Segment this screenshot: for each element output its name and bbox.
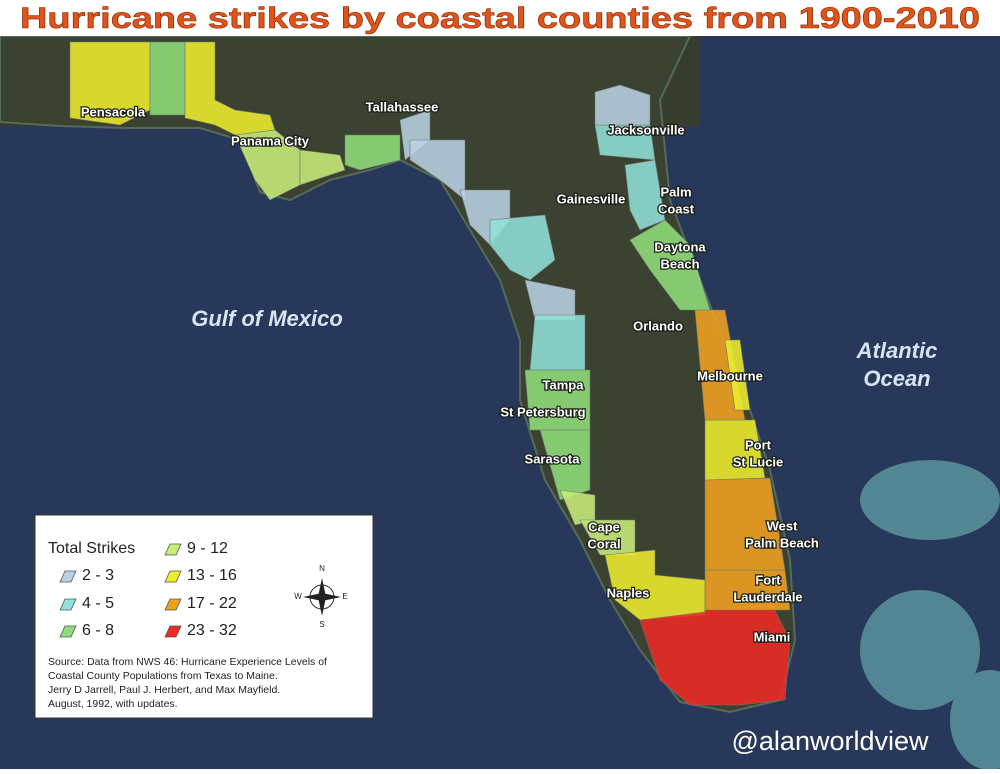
county	[69, 41, 151, 126]
city-label: Fort	[755, 572, 781, 587]
legend-label: 6 - 8	[82, 622, 114, 639]
counties	[69, 41, 791, 706]
county	[724, 339, 751, 411]
legend-swatch	[59, 570, 77, 583]
legend-swatch	[164, 625, 182, 638]
county	[539, 429, 591, 501]
county	[344, 134, 401, 171]
county	[299, 149, 346, 186]
city-label: Daytona	[654, 239, 706, 254]
city-label: Panama City	[231, 133, 310, 148]
city-label: Jacksonville	[607, 122, 684, 137]
city-label: Lauderdale	[733, 589, 802, 604]
legend-swatch	[59, 625, 77, 638]
city-label: St Petersburg	[500, 404, 585, 419]
compass-letter: N	[319, 564, 325, 573]
watermark: @alanworldview	[732, 726, 929, 756]
legend-label: 2 - 3	[82, 567, 114, 584]
city-label: Naples	[607, 585, 650, 600]
county	[489, 214, 556, 281]
county	[184, 41, 276, 136]
water-label: Ocean	[863, 366, 930, 391]
legend-box	[34, 514, 374, 719]
title: Hurricane strikes by coastal counties fr…	[20, 2, 980, 35]
city-label: Tampa	[543, 377, 585, 392]
city-label: Tallahassee	[366, 99, 439, 114]
legend-label: 13 - 16	[187, 567, 237, 584]
source-line: Source: Data from NWS 46: Hurricane Expe…	[48, 656, 327, 668]
city-label: Sarasota	[525, 451, 581, 466]
county	[624, 159, 666, 231]
city-label: Beach	[660, 256, 699, 271]
city-label: Gainesville	[557, 191, 626, 206]
county	[594, 84, 651, 126]
source-line: August, 1992, with updates.	[48, 698, 178, 710]
city-label: Miami	[754, 629, 791, 644]
legend-swatch	[59, 598, 77, 611]
city-label: Melbourne	[697, 368, 763, 383]
county	[639, 604, 791, 706]
compass-letter: S	[319, 620, 324, 629]
legend-swatch	[164, 570, 182, 583]
legend-label: 23 - 32	[187, 622, 237, 639]
water-label: Atlantic	[856, 338, 938, 363]
legend-label: 17 - 22	[187, 595, 237, 612]
city-label: Palm Beach	[745, 535, 819, 550]
source-line: Jerry D Jarrell, Paul J. Herbert, and Ma…	[48, 684, 280, 696]
city-label: Pensacola	[81, 104, 146, 119]
city-label: Cape	[588, 519, 620, 534]
county	[409, 139, 466, 201]
city-label: Coast	[658, 201, 695, 216]
islands	[860, 460, 1000, 770]
legend-title: Total Strikes	[48, 540, 135, 557]
legend-swatch	[164, 543, 182, 556]
city-label: St Lucie	[733, 454, 784, 469]
source-line: Coastal County Populations from Texas to…	[48, 670, 278, 682]
legend-swatch	[164, 598, 182, 611]
title-bar	[0, 0, 1000, 36]
city-label: Palm	[660, 184, 691, 199]
legend-label: 4 - 5	[82, 595, 114, 612]
city-label: Orlando	[633, 318, 683, 333]
water-label: Gulf of Mexico	[191, 306, 343, 331]
legend-label: 9 - 12	[187, 540, 228, 557]
county	[529, 314, 586, 371]
compass-rose	[303, 578, 341, 616]
compass-letter: W	[294, 592, 302, 601]
compass-letter: E	[342, 592, 347, 601]
city-label: West	[767, 518, 798, 533]
city-label: Coral	[587, 536, 620, 551]
city-label: Port	[745, 437, 772, 452]
county	[149, 41, 186, 116]
